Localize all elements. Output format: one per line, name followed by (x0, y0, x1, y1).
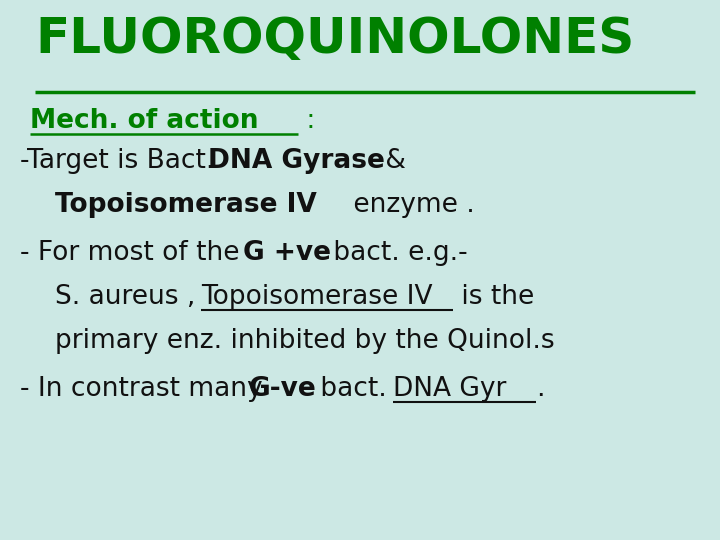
Text: S. aureus ,: S. aureus , (55, 284, 204, 310)
Text: Topoisomerase IV: Topoisomerase IV (201, 284, 433, 310)
Text: enzyme .: enzyme . (345, 192, 474, 218)
Text: &: & (377, 148, 406, 174)
Text: bact.: bact. (312, 376, 395, 402)
Text: - For most of the: - For most of the (20, 240, 248, 266)
Text: -Target is Bact.: -Target is Bact. (20, 148, 222, 174)
Text: is the: is the (453, 284, 534, 310)
Text: .: . (536, 376, 544, 402)
Text: FLUOROQUINOLONES: FLUOROQUINOLONES (35, 15, 634, 63)
Text: - In contrast many: - In contrast many (20, 376, 271, 402)
Text: Mech. of action: Mech. of action (30, 108, 258, 134)
Text: primary enz. inhibited by the Quinol.s: primary enz. inhibited by the Quinol.s (55, 328, 554, 354)
Text: G-ve: G-ve (249, 376, 317, 402)
Text: bact. e.g.-: bact. e.g.- (325, 240, 467, 266)
Text: G +ve: G +ve (243, 240, 331, 266)
Text: Topoisomerase IV: Topoisomerase IV (55, 192, 317, 218)
Text: :: : (298, 108, 315, 134)
Text: DNA Gyrase: DNA Gyrase (208, 148, 385, 174)
Text: DNA Gyr: DNA Gyr (393, 376, 506, 402)
